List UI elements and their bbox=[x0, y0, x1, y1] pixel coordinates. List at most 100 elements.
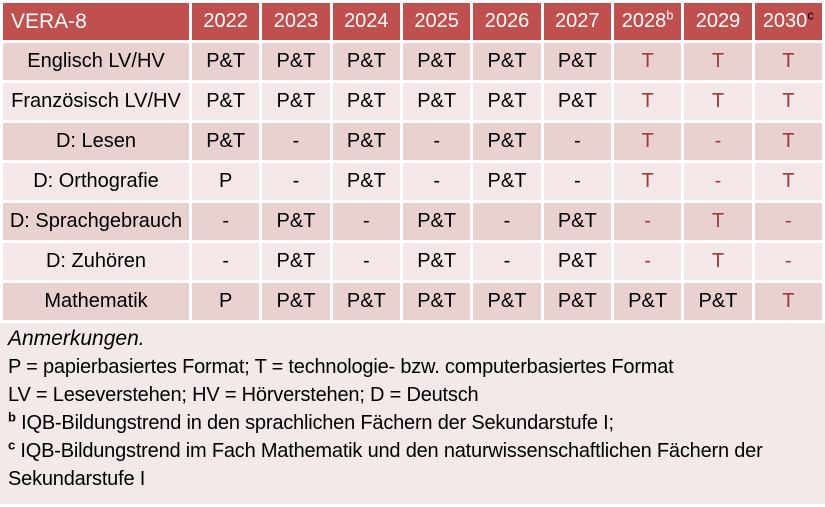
note-line: P = papierbasiertes Format; T = technolo… bbox=[8, 356, 674, 378]
format-cell: T bbox=[613, 83, 682, 120]
format-cell: - bbox=[613, 243, 682, 280]
format-cell: T bbox=[684, 83, 752, 120]
year-column-header: 2026 bbox=[473, 3, 541, 40]
footnote-marker: b bbox=[666, 7, 674, 23]
format-cell: P&T bbox=[332, 43, 400, 80]
table-row: D: Orthografie P - P&T - P&T - T - T bbox=[3, 163, 822, 200]
format-cell: P&T bbox=[473, 123, 541, 160]
format-cell: P&T bbox=[402, 83, 471, 120]
format-cell: P&T bbox=[543, 243, 611, 280]
format-cell: - bbox=[332, 243, 400, 280]
format-cell: P&T bbox=[473, 83, 541, 120]
format-cell: - bbox=[262, 163, 330, 200]
format-cell: P&T bbox=[402, 203, 471, 240]
format-cell: T bbox=[684, 203, 752, 240]
row-label: D: Lesen bbox=[3, 123, 189, 160]
format-cell: P&T bbox=[473, 163, 541, 200]
format-cell: P bbox=[192, 163, 260, 200]
table-row: Mathematik P P&T P&T P&T P&T P&T P&T P&T T bbox=[3, 283, 822, 320]
format-cell: P&T bbox=[543, 283, 611, 320]
format-cell: P&T bbox=[262, 83, 330, 120]
format-cell: P&T bbox=[192, 43, 260, 80]
vera8-schedule-table: VERA-8 2022 2023 2024 2025 2026 2027 2028b 2029 2… bbox=[3, 3, 822, 320]
year-column-header: 2029 bbox=[684, 3, 752, 40]
table-row: D: Zuhören - P&T - P&T - P&T - T - bbox=[3, 243, 822, 280]
format-cell: T bbox=[754, 123, 822, 160]
format-cell: - bbox=[684, 123, 752, 160]
note-line: b IQB-Bildungstrend in den sprachlichen … bbox=[8, 409, 614, 434]
format-cell: T bbox=[754, 163, 822, 200]
format-cell: P&T bbox=[332, 283, 400, 320]
format-cell: - bbox=[402, 163, 471, 200]
year-column-header: 2024 bbox=[332, 3, 400, 40]
format-cell: P&T bbox=[332, 83, 400, 120]
footnote-marker: c bbox=[8, 437, 16, 453]
note-line: c IQB-Bildungstrend im Fach Mathematik u… bbox=[8, 437, 763, 490]
format-cell: - bbox=[543, 123, 611, 160]
format-cell: T bbox=[684, 243, 752, 280]
format-cell: P bbox=[192, 283, 260, 320]
format-cell: P&T bbox=[473, 43, 541, 80]
year-column-header: 2022 bbox=[192, 3, 260, 40]
format-cell: - bbox=[262, 123, 330, 160]
format-cell: - bbox=[473, 203, 541, 240]
format-cell: P&T bbox=[192, 123, 260, 160]
format-cell: P&T bbox=[543, 83, 611, 120]
format-cell: T bbox=[754, 83, 822, 120]
format-cell: P&T bbox=[262, 203, 330, 240]
format-cell: - bbox=[754, 243, 822, 280]
notes-heading: Anmerkungen. bbox=[8, 327, 145, 350]
format-cell: T bbox=[754, 283, 822, 320]
format-cell: P&T bbox=[402, 283, 471, 320]
format-cell: P&T bbox=[684, 283, 752, 320]
footnote-marker: c bbox=[807, 7, 814, 23]
format-cell: P&T bbox=[332, 123, 400, 160]
row-label: Englisch LV/HV bbox=[3, 43, 189, 80]
format-cell: T bbox=[613, 123, 682, 160]
table-corner-header: VERA-8 bbox=[3, 3, 189, 40]
format-cell: - bbox=[192, 203, 260, 240]
format-cell: P&T bbox=[613, 283, 682, 320]
format-cell: - bbox=[473, 243, 541, 280]
format-cell: T bbox=[754, 43, 822, 80]
format-cell: - bbox=[613, 203, 682, 240]
row-label: D: Sprachgebrauch bbox=[3, 203, 189, 240]
table-row: D: Sprachgebrauch - P&T - P&T - P&T - T - bbox=[3, 203, 822, 240]
format-cell: - bbox=[684, 163, 752, 200]
format-cell: T bbox=[613, 43, 682, 80]
row-label: Mathematik bbox=[3, 283, 189, 320]
row-label: D: Orthografie bbox=[3, 163, 189, 200]
table-header-row: VERA-8 2022 2023 2024 2025 2026 2027 2028b 2029 2… bbox=[3, 3, 822, 40]
format-cell: P&T bbox=[262, 43, 330, 80]
format-cell: P&T bbox=[543, 43, 611, 80]
table-row: D: Lesen P&T - P&T - P&T - T - T bbox=[3, 123, 822, 160]
format-cell: P&T bbox=[192, 83, 260, 120]
format-cell: P&T bbox=[543, 203, 611, 240]
format-cell: P&T bbox=[332, 163, 400, 200]
format-cell: T bbox=[684, 43, 752, 80]
format-cell: T bbox=[613, 163, 682, 200]
format-cell: - bbox=[402, 123, 471, 160]
table-row: Französisch LV/HV P&T P&T P&T P&T P&T P&T T T T bbox=[3, 83, 822, 120]
year-column-header: 2023 bbox=[262, 3, 330, 40]
notes-section: Anmerkungen. P = papierbasiertes Format;… bbox=[0, 323, 825, 504]
year-column-header: 2028b bbox=[613, 3, 682, 40]
format-cell: P&T bbox=[262, 283, 330, 320]
year-column-header: 2027 bbox=[543, 3, 611, 40]
format-cell: P&T bbox=[402, 43, 471, 80]
format-cell: - bbox=[754, 203, 822, 240]
year-column-header: 2025 bbox=[402, 3, 471, 40]
year-column-header: 2030c bbox=[754, 3, 822, 40]
notes-lines: P = papierbasiertes Format; T = technolo… bbox=[8, 353, 817, 493]
format-cell: - bbox=[543, 163, 611, 200]
row-label: D: Zuhören bbox=[3, 243, 189, 280]
footnote-marker: b bbox=[8, 409, 16, 425]
format-cell: P&T bbox=[262, 243, 330, 280]
format-cell: - bbox=[332, 203, 400, 240]
format-cell: P&T bbox=[402, 243, 471, 280]
note-line: LV = Leseverstehen; HV = Hörverstehen; D… bbox=[8, 384, 479, 406]
row-label: Französisch LV/HV bbox=[3, 83, 189, 120]
format-cell: P&T bbox=[473, 283, 541, 320]
table-row: Englisch LV/HV P&T P&T P&T P&T P&T P&T T T T bbox=[3, 43, 822, 80]
